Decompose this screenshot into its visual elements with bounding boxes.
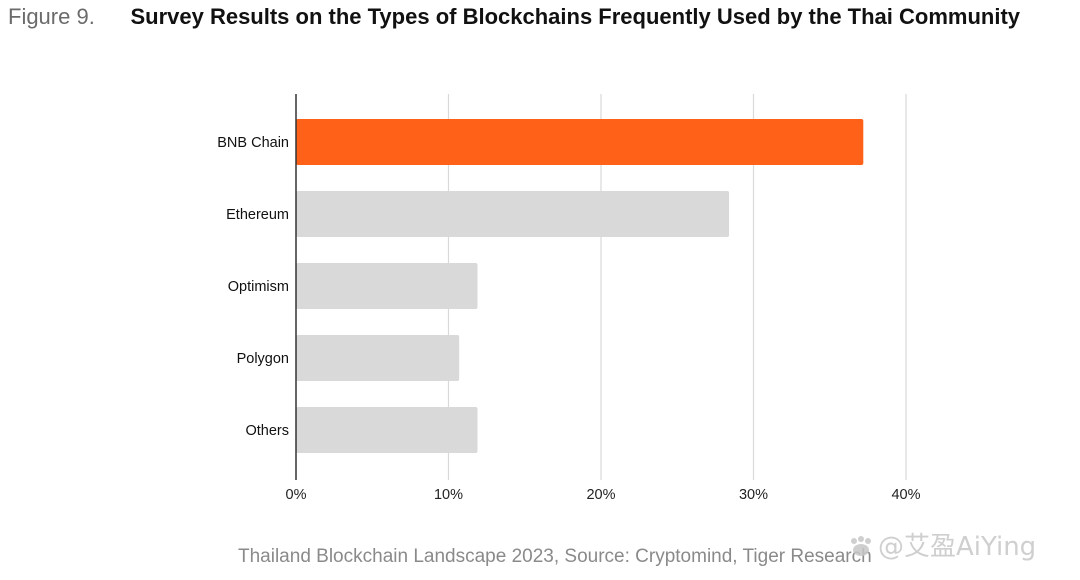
x-tick-labels: 0% 10% 20% 30% 40% bbox=[286, 487, 921, 503]
figure-label: Figure 9. bbox=[8, 4, 95, 29]
bar-others bbox=[296, 407, 478, 453]
bars bbox=[296, 119, 864, 453]
bar-polygon bbox=[296, 335, 460, 381]
chart-title: Survey Results on the Types of Blockchai… bbox=[130, 4, 1021, 29]
category-label: Others bbox=[245, 423, 289, 439]
x-tick-label: 10% bbox=[434, 487, 463, 503]
x-tick-label: 40% bbox=[891, 487, 920, 503]
bar-optimism bbox=[296, 263, 478, 309]
bar-bnb-chain bbox=[296, 119, 864, 165]
x-tick-label: 30% bbox=[739, 487, 768, 503]
x-tick-label: 20% bbox=[586, 487, 615, 503]
watermark-text: @艾盈AiYing bbox=[878, 532, 1037, 562]
x-tick-label: 0% bbox=[286, 487, 307, 503]
category-labels: BNB Chain Ethereum Optimism Polygon Others bbox=[217, 135, 289, 439]
category-label: BNB Chain bbox=[217, 135, 289, 151]
category-label: Polygon bbox=[237, 351, 289, 367]
paw-logo-icon bbox=[851, 536, 871, 556]
figure-header: Figure 9. Survey Results on the Types of… bbox=[8, 4, 1020, 30]
category-label: Ethereum bbox=[226, 207, 289, 223]
source-caption: Thailand Blockchain Landscape 2023, Sour… bbox=[238, 546, 872, 567]
watermark: @艾盈AiYing bbox=[848, 526, 1036, 563]
category-label: Optimism bbox=[228, 279, 289, 295]
bar-ethereum bbox=[296, 191, 730, 237]
